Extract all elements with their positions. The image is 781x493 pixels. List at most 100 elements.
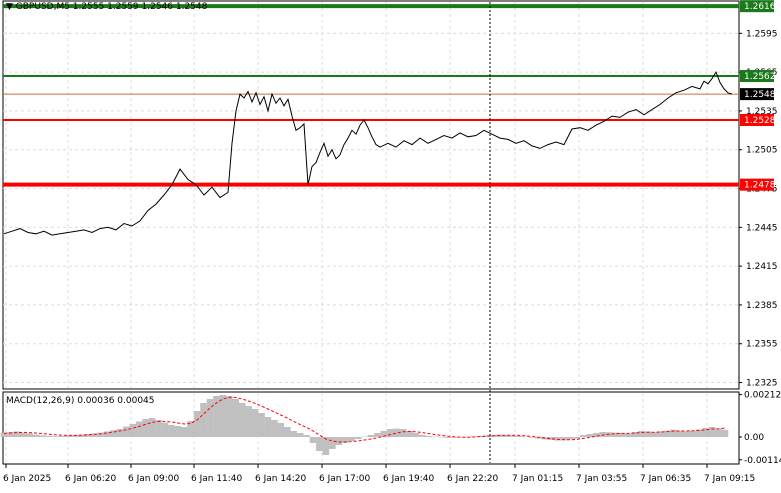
macd-histogram-bar	[586, 434, 594, 437]
macd-histogram-bar	[367, 435, 375, 437]
macd-histogram-bar	[296, 433, 304, 437]
macd-histogram-bar	[361, 436, 368, 438]
macd-histogram-bar	[283, 427, 291, 437]
macd-histogram-bar	[32, 434, 40, 437]
macd-histogram-bar	[26, 433, 34, 437]
macd-histogram-bar	[0, 432, 8, 437]
price-tick-label: 1.2385	[746, 301, 778, 311]
macd-histogram-bar	[193, 411, 201, 437]
macd-histogram-bar	[567, 437, 574, 440]
macd-histogram-bar	[219, 395, 227, 437]
macd-histogram-bar	[213, 396, 220, 437]
macd-histogram-bar	[174, 426, 182, 437]
macd-histogram-bar	[528, 437, 536, 438]
macd-histogram-bar	[187, 421, 194, 437]
macd-histogram-bar	[683, 431, 690, 437]
macd-histogram-bar	[618, 433, 626, 437]
macd-histogram-bar	[483, 435, 491, 437]
macd-histogram-bar	[650, 432, 658, 437]
macd-histogram-bar	[135, 421, 143, 437]
macd-histogram-bar	[522, 436, 529, 438]
macd-histogram-bar	[702, 428, 709, 437]
macd-histogram-bar	[406, 431, 413, 437]
macd-histogram-bar	[200, 403, 207, 437]
time-label: 6 Jan 14:20	[255, 474, 307, 484]
macd-histogram-bar	[180, 427, 188, 437]
macd-histogram-bar	[515, 436, 523, 437]
macd-histogram-bar	[708, 427, 716, 437]
macd-histogram-bar	[721, 429, 729, 437]
price-tag-label: 1.2548	[744, 90, 776, 100]
price-tag	[740, 178, 774, 191]
macd-histogram-bar	[638, 431, 645, 437]
price-tag	[740, 70, 774, 83]
macd-histogram-bar	[110, 430, 117, 437]
price-tag-label: 1.2616	[744, 2, 776, 12]
macd-histogram-bar	[644, 431, 652, 437]
macd-histogram-bar	[354, 437, 362, 439]
macd-histogram-bar	[386, 429, 394, 437]
macd-indicator	[0, 395, 729, 455]
macd-histogram-bar	[271, 420, 278, 437]
macd-histogram-bar	[290, 431, 297, 437]
macd-histogram-bar	[676, 431, 684, 437]
macd-histogram-bar	[412, 433, 420, 437]
price-series	[3, 70, 733, 236]
macd-histogram-bar	[7, 432, 14, 437]
macd-histogram-bar	[425, 436, 433, 437]
macd-histogram-bar	[432, 436, 439, 438]
macd-histogram-bar	[20, 432, 27, 437]
price-tag	[740, 0, 774, 13]
macd-histogram-bar	[39, 435, 46, 437]
macd-histogram-bar	[695, 429, 703, 437]
time-label: 6 Jan 06:20	[65, 474, 117, 484]
macd-histogram-bar	[444, 437, 452, 438]
time-label: 7 Jan 01:15	[512, 474, 563, 484]
time-label: 6 Jan 22:20	[447, 474, 499, 484]
time-label: 7 Jan 09:15	[704, 474, 755, 484]
macd-histogram-bar	[322, 437, 330, 455]
price-tick-label: 1.2505	[746, 146, 778, 156]
price-tags: 1.2616 1.2562 1.2548 1.2528 1.2478	[740, 0, 776, 191]
macd-histogram-bar	[245, 406, 252, 437]
macd-histogram-bar	[303, 435, 310, 437]
macd-histogram-bar	[625, 433, 632, 437]
macd-tick-label: 0.00212	[744, 391, 781, 401]
macd-histogram-bar	[663, 430, 671, 437]
macd-header: MACD(12,26,9) 0.00036 0.00045	[6, 396, 155, 406]
macd-histogram-bar	[335, 437, 343, 445]
macd-histogram-bar	[502, 435, 510, 437]
macd-histogram-bar	[97, 432, 104, 437]
macd-histogram-bar	[348, 437, 355, 441]
macd-histogram-bar	[277, 423, 285, 437]
macd-histogram-bar	[116, 429, 124, 437]
macd-histogram-bar	[129, 424, 137, 437]
macd-histogram-bar	[457, 437, 465, 438]
macd-histogram-bar	[393, 428, 400, 437]
price-panel	[2, 0, 740, 390]
macd-histogram-bar	[554, 437, 561, 441]
macd-histogram-bar	[612, 432, 619, 437]
macd-histogram-bar	[670, 429, 677, 437]
macd-histogram-bar	[52, 436, 59, 437]
macd-signal-line	[3, 396, 726, 443]
macd-histogram-bar	[380, 431, 388, 437]
macd-histogram-bar	[77, 434, 85, 437]
macd-histogram-bar	[715, 428, 722, 437]
level-lines[interactable]	[3, 4, 739, 187]
macd-histogram-bar	[58, 436, 66, 437]
price-tag-label: 1.2528	[744, 116, 776, 126]
macd-histogram-bar	[251, 409, 259, 437]
axes: 1.25951.25651.25351.25051.24751.24451.24…	[3, 29, 781, 484]
macd-histogram-bar	[45, 436, 53, 437]
macd-histogram-bar	[580, 435, 587, 437]
time-label: 6 Jan 19:40	[383, 474, 435, 484]
time-label: 6 Jan 11:40	[191, 474, 243, 484]
macd-histogram-bar	[238, 403, 246, 437]
macd-histogram-bar	[155, 420, 162, 437]
price-tag-label: 1.2478	[744, 181, 776, 191]
macd-histogram-bar	[71, 435, 79, 437]
macd-histogram-bar	[90, 433, 98, 437]
